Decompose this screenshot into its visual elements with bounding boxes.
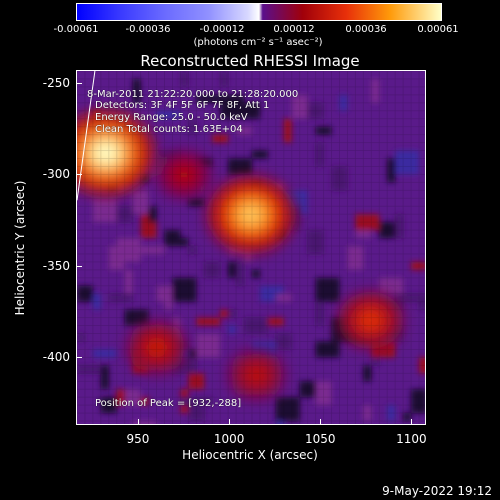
annotation-time: 8-Mar-2011 21:22:20.000 to 21:28:20.000 — [87, 89, 299, 100]
colorbar-tick: -0.00012 — [199, 24, 245, 35]
x-tick-mark — [320, 419, 322, 425]
x-tick-mark — [229, 419, 231, 425]
x-tick-mark — [411, 419, 413, 425]
annotation-peak: Position of Peak = [932,-288] — [95, 398, 242, 409]
x-axis-label: Heliocentric X (arcsec) — [182, 448, 318, 462]
y-tick-label: -250 — [42, 75, 70, 90]
x-tick-label: 1000 — [213, 432, 245, 446]
y-axis-label: Heliocentric Y (arcsec) — [13, 180, 27, 316]
y-tick-label: -350 — [42, 258, 70, 273]
annotation-clean: Clean Total counts: 1.63E+04 — [95, 124, 243, 135]
colorbar-tick: 0.00061 — [417, 24, 459, 35]
y-tick-mark — [76, 174, 82, 176]
colorbar-tick: 0.00036 — [345, 24, 387, 35]
limb-line — [77, 71, 96, 201]
timestamp: 9-May-2022 19:12 — [382, 484, 492, 498]
annotation-detectors: Detectors: 3F 4F 5F 6F 7F 8F, Att 1 — [95, 100, 270, 111]
x-tick-label: 1100 — [396, 432, 427, 446]
x-tick-mark — [137, 419, 139, 425]
heatmap-image — [77, 71, 425, 424]
plot-area: 8-Mar-2011 21:22:20.000 to 21:28:20.000 … — [76, 70, 426, 425]
y-tick-mark — [76, 82, 82, 84]
x-tick-label: 1050 — [304, 432, 336, 446]
colorbar-units: (photons cm⁻² s⁻¹ asec⁻²) — [193, 37, 323, 48]
y-tick-label: -300 — [42, 167, 70, 182]
colorbar-tick: 0.00012 — [273, 24, 315, 35]
y-tick-mark — [76, 357, 82, 359]
colorbar — [76, 3, 442, 21]
annotation-energy: Energy Range: 25.0 - 50.0 keV — [95, 112, 248, 123]
colorbar-tick: -0.00036 — [125, 24, 171, 35]
colorbar-tick: -0.00061 — [53, 24, 99, 35]
y-tick-mark — [76, 265, 82, 267]
x-tick-label: 950 — [126, 432, 150, 446]
chart-title: Reconstructed RHESSI Image — [140, 52, 360, 70]
y-tick-label: -400 — [42, 350, 70, 365]
